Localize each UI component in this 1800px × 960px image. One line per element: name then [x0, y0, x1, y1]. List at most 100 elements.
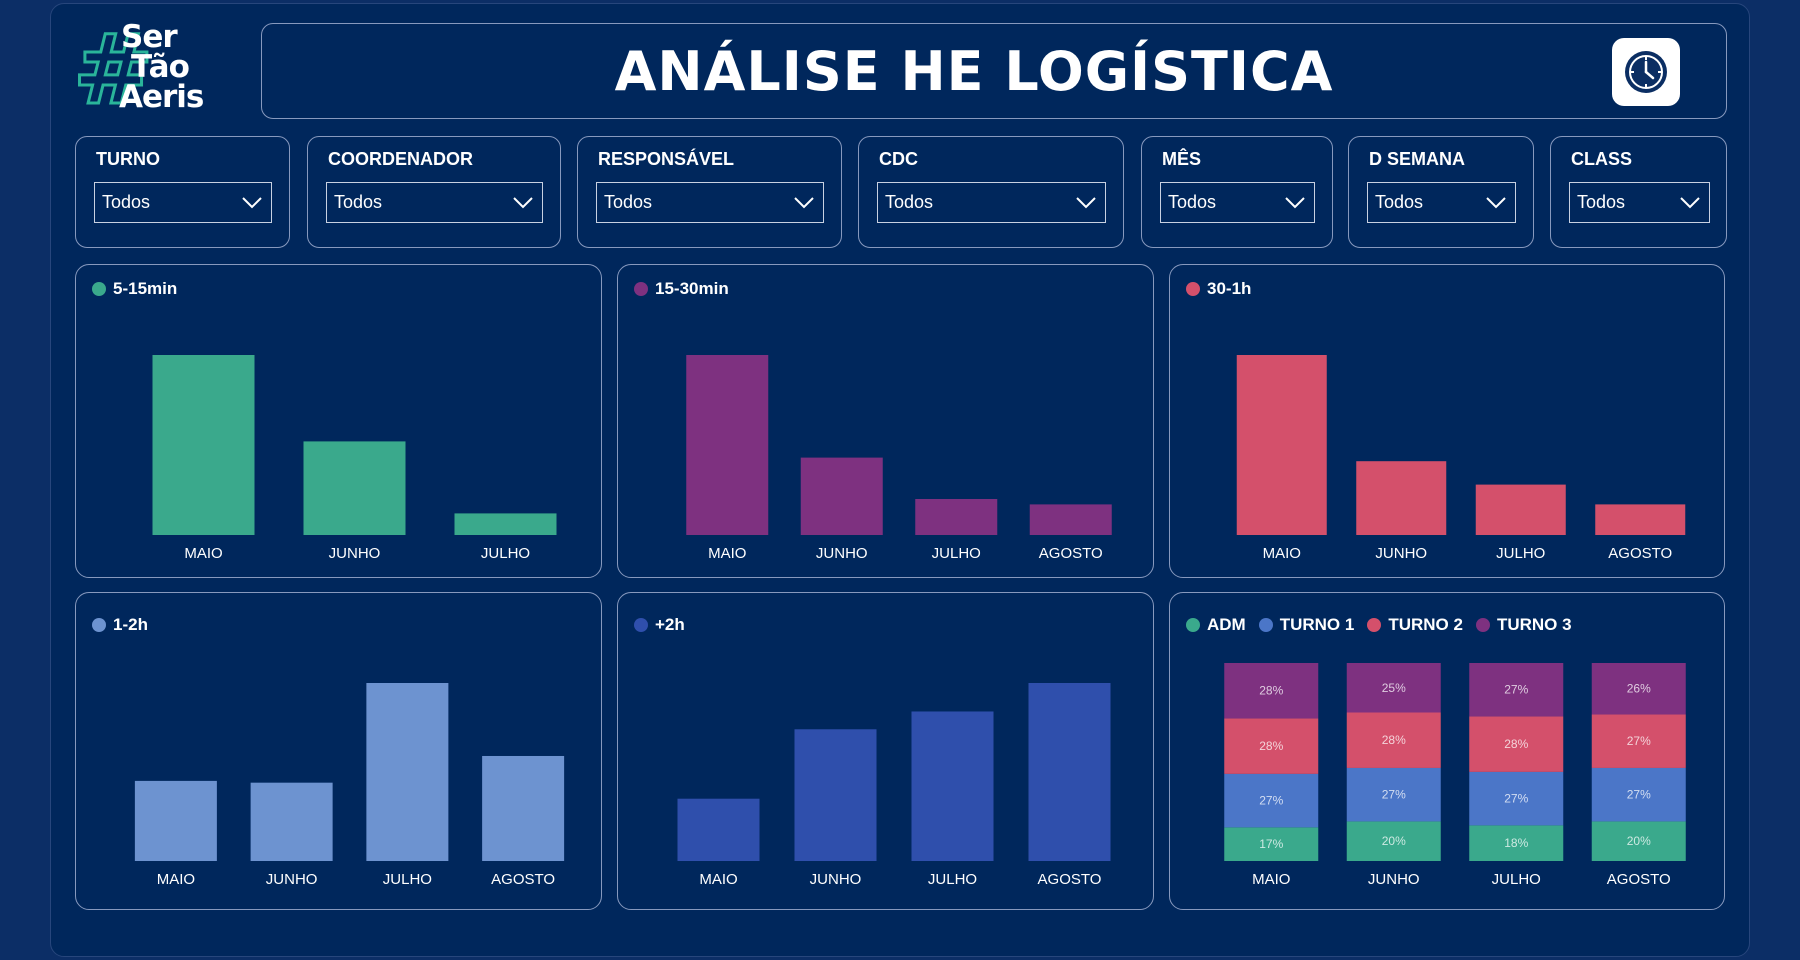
x-axis-label: MAIO [708, 545, 746, 562]
legend-label: 15-30min [655, 279, 729, 298]
segment-value-label: 28% [1382, 733, 1406, 747]
bar[interactable] [1595, 504, 1686, 535]
coordenador-dropdown[interactable]: Todos [326, 182, 543, 223]
bar[interactable] [303, 441, 406, 535]
x-axis-label: MAIO [699, 871, 737, 888]
dropdown-value: Todos [604, 192, 653, 212]
class-dropdown[interactable]: Todos [1569, 182, 1710, 223]
stack-segment-adm[interactable] [1591, 821, 1686, 861]
filter-label: COORDENADOR [328, 149, 474, 169]
bar[interactable] [915, 499, 998, 535]
d-semana-dropdown[interactable]: Todos [1367, 182, 1516, 223]
bar[interactable] [454, 513, 557, 535]
x-axis-label: AGOSTO [491, 871, 555, 888]
legend-label: 5-15min [113, 279, 178, 298]
x-axis-label: MAIO [1263, 545, 1301, 562]
bar[interactable] [1356, 461, 1447, 535]
legend-label: TURNO 1 [1279, 615, 1355, 634]
bar[interactable] [1475, 484, 1566, 535]
chart-legend: 5-15min [92, 279, 190, 299]
clock-button[interactable] [1612, 38, 1680, 106]
stack-segment-adm[interactable] [1224, 827, 1319, 861]
filter-label: CDC [879, 149, 918, 169]
legend-dot [1186, 282, 1200, 296]
clock-icon [1625, 51, 1667, 93]
filter-label: RESPONSÁVEL [598, 149, 735, 169]
chevron-down-icon [1486, 197, 1506, 209]
stack-segment-turno-1[interactable] [1591, 767, 1686, 822]
cdc-dropdown[interactable]: Todos [877, 182, 1106, 223]
dropdown-value: Todos [334, 192, 383, 212]
bar[interactable] [686, 355, 769, 535]
turno-dropdown[interactable]: Todos [94, 182, 272, 223]
bar[interactable] [482, 755, 565, 861]
legend-item-turno-3: TURNO 3 [1475, 615, 1572, 635]
stack-segment-turno-3[interactable] [1346, 663, 1441, 713]
stack-segment-turno-1[interactable] [1224, 773, 1319, 828]
legend-dot [92, 618, 106, 632]
stack-segment-turno-3[interactable] [1591, 663, 1686, 715]
chevron-down-icon [1680, 197, 1700, 209]
responsavel-dropdown[interactable]: Todos [596, 182, 824, 223]
bar[interactable] [1236, 355, 1327, 535]
filter-label: MÊS [1162, 149, 1202, 169]
chart-legend: 15-30min [634, 279, 742, 299]
x-axis-label: MAIO [157, 871, 195, 888]
legend-item: 5-15min [92, 279, 177, 299]
stack-segment-turno-2[interactable] [1591, 714, 1686, 768]
bar[interactable] [366, 683, 449, 861]
stack-segment-turno-3[interactable] [1469, 663, 1564, 717]
x-axis-label: JUNHO [1368, 871, 1420, 888]
stack-segment-turno-3[interactable] [1224, 663, 1319, 719]
legend-item: 15-30min [634, 279, 729, 299]
bar[interactable] [250, 782, 333, 861]
bar[interactable] [134, 780, 217, 861]
legend-label: 1-2h [113, 615, 148, 634]
legend-item: 30-1h [1186, 279, 1251, 299]
segment-value-label: 27% [1259, 794, 1283, 808]
segment-value-label: 26% [1627, 682, 1651, 696]
chevron-down-icon [1285, 197, 1305, 209]
chart-panel-30-1h: 30-1h MAIO JUNHO JULHO AGOSTO [1169, 264, 1725, 578]
bar-chart-1-2h: MAIO JUNHO JULHO AGOSTO [134, 683, 565, 888]
stack-segment-turno-1[interactable] [1469, 771, 1564, 826]
header-bar: ANÁLISE HE LOGÍSTICA [261, 23, 1727, 119]
segment-value-label: 28% [1504, 737, 1528, 751]
chart-panel-2h-plus: +2h MAIO JUNHO JULHO AGOSTO [617, 592, 1154, 910]
bar[interactable] [800, 457, 883, 535]
mes-dropdown[interactable]: Todos [1160, 182, 1315, 223]
x-axis-label: JULHO [928, 871, 977, 888]
legend-item-turno-1: TURNO 1 [1258, 615, 1355, 635]
bar[interactable] [1029, 504, 1112, 535]
segment-value-label: 27% [1382, 788, 1406, 802]
legend-label: +2h [655, 615, 685, 634]
stack-segment-turno-1[interactable] [1346, 767, 1441, 822]
stack-segment-turno-2[interactable] [1469, 716, 1564, 772]
x-axis-label: AGOSTO [1608, 545, 1672, 562]
bar[interactable] [1028, 683, 1111, 861]
stack-segment-turno-2[interactable] [1346, 712, 1441, 768]
filter-responsavel: RESPONSÁVEL Todos [577, 136, 842, 248]
x-axis-label: AGOSTO [1607, 871, 1671, 888]
bar[interactable] [152, 355, 255, 535]
chevron-down-icon [1076, 197, 1096, 209]
filter-mes: MÊS Todos [1141, 136, 1333, 248]
bar-chart-2h-plus: MAIO JUNHO JULHO AGOSTO [677, 683, 1111, 888]
legend-item: 1-2h [92, 615, 148, 635]
chart-panel-turnos: ADM TURNO 1 TURNO 2 TURNO 3 17% 27% 28% 28%… [1169, 592, 1725, 910]
x-axis-label: JUNHO [1375, 545, 1427, 562]
x-axis-label: MAIO [184, 545, 222, 562]
bar[interactable] [794, 729, 877, 861]
x-axis-label: JUNHO [816, 545, 868, 562]
stack-segment-turno-2[interactable] [1224, 718, 1319, 774]
bar[interactable] [677, 798, 760, 861]
bar[interactable] [911, 711, 994, 861]
stack-segment-adm[interactable] [1346, 821, 1441, 861]
segment-value-label: 28% [1259, 739, 1283, 753]
chart-legend: 1-2h [92, 615, 161, 635]
segment-value-label: 27% [1627, 788, 1651, 802]
x-axis-label: JULHO [481, 545, 530, 562]
stack-segment-adm[interactable] [1469, 825, 1564, 861]
dropdown-value: Todos [1168, 192, 1217, 212]
x-axis-label: JULHO [1492, 871, 1541, 888]
